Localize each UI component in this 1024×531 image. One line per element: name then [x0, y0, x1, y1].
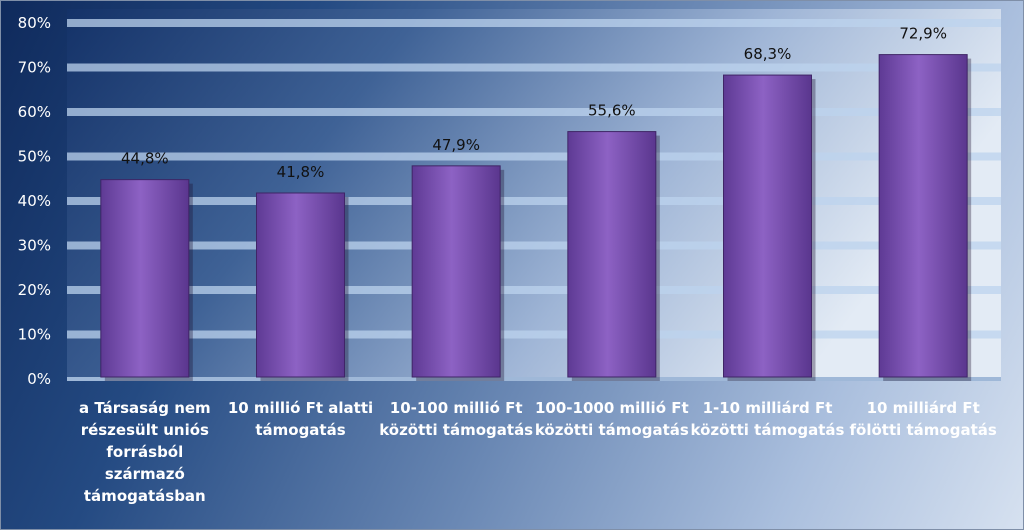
y-tick-label: 80%	[18, 14, 51, 32]
bar	[256, 192, 345, 378]
data-label: 72,9%	[899, 25, 947, 43]
bar	[878, 54, 968, 378]
bar	[100, 179, 190, 378]
gridline	[67, 286, 1001, 294]
bar	[567, 131, 657, 378]
data-label: 55,6%	[588, 102, 636, 120]
x-tick-label: a Társaság nem részesült uniós forrásból sz…	[79, 399, 211, 505]
y-tick-label: 70%	[18, 59, 51, 77]
y-tick-label: 50%	[18, 148, 51, 166]
x-tick-label: 10 milliárd Ft fölötti támogatás	[850, 399, 997, 439]
y-tick-label: 0%	[27, 370, 51, 388]
x-tick-label: 100-1000 millió Ft közötti támogatás	[535, 399, 689, 439]
x-tick-label: 10-100 millió Ft közötti támogatás	[379, 399, 533, 439]
bar	[411, 165, 501, 378]
y-tick-label: 30%	[18, 237, 51, 255]
gridline	[67, 63, 1001, 72]
y-tick-label: 40%	[18, 192, 51, 210]
y-tick-label: 60%	[18, 103, 51, 121]
x-axis-line	[67, 377, 1001, 381]
gridline	[67, 197, 1001, 205]
y-tick-label: 10%	[18, 326, 51, 344]
data-label: 41,8%	[277, 163, 325, 181]
data-label: 68,3%	[744, 45, 792, 63]
x-tick-label: 10 millió Ft alatti támogatás	[228, 399, 373, 439]
data-label: 44,8%	[121, 150, 169, 168]
x-tick-label: 1-10 milliárd Ft közötti támogatás	[691, 399, 845, 439]
data-label: 47,9%	[432, 136, 480, 154]
bar	[723, 74, 812, 378]
gridline	[67, 19, 1001, 27]
y-tick-label: 20%	[18, 281, 51, 299]
gridline	[67, 241, 1001, 250]
gridline	[67, 330, 1001, 339]
gridline	[67, 152, 1001, 161]
gridline	[67, 108, 1001, 116]
